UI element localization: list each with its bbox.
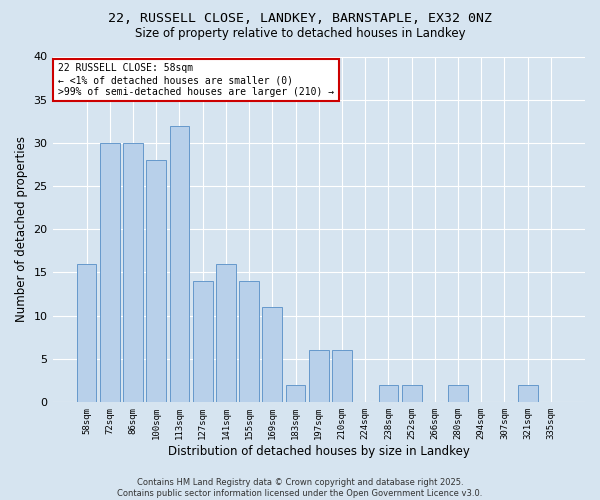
X-axis label: Distribution of detached houses by size in Landkey: Distribution of detached houses by size … — [168, 444, 470, 458]
Text: 22, RUSSELL CLOSE, LANDKEY, BARNSTAPLE, EX32 0NZ: 22, RUSSELL CLOSE, LANDKEY, BARNSTAPLE, … — [108, 12, 492, 26]
Text: 22 RUSSELL CLOSE: 58sqm
← <1% of detached houses are smaller (0)
>99% of semi-de: 22 RUSSELL CLOSE: 58sqm ← <1% of detache… — [58, 64, 334, 96]
Bar — [100, 143, 119, 402]
Bar — [332, 350, 352, 402]
Bar — [402, 384, 422, 402]
Bar — [309, 350, 329, 402]
Text: Contains HM Land Registry data © Crown copyright and database right 2025.
Contai: Contains HM Land Registry data © Crown c… — [118, 478, 482, 498]
Bar — [518, 384, 538, 402]
Bar — [77, 264, 97, 402]
Bar — [123, 143, 143, 402]
Text: Size of property relative to detached houses in Landkey: Size of property relative to detached ho… — [134, 28, 466, 40]
Bar — [193, 281, 212, 402]
Bar — [448, 384, 468, 402]
Bar — [216, 264, 236, 402]
Y-axis label: Number of detached properties: Number of detached properties — [15, 136, 28, 322]
Bar — [146, 160, 166, 402]
Bar — [379, 384, 398, 402]
Bar — [170, 126, 190, 402]
Bar — [286, 384, 305, 402]
Bar — [262, 307, 282, 402]
Bar — [239, 281, 259, 402]
